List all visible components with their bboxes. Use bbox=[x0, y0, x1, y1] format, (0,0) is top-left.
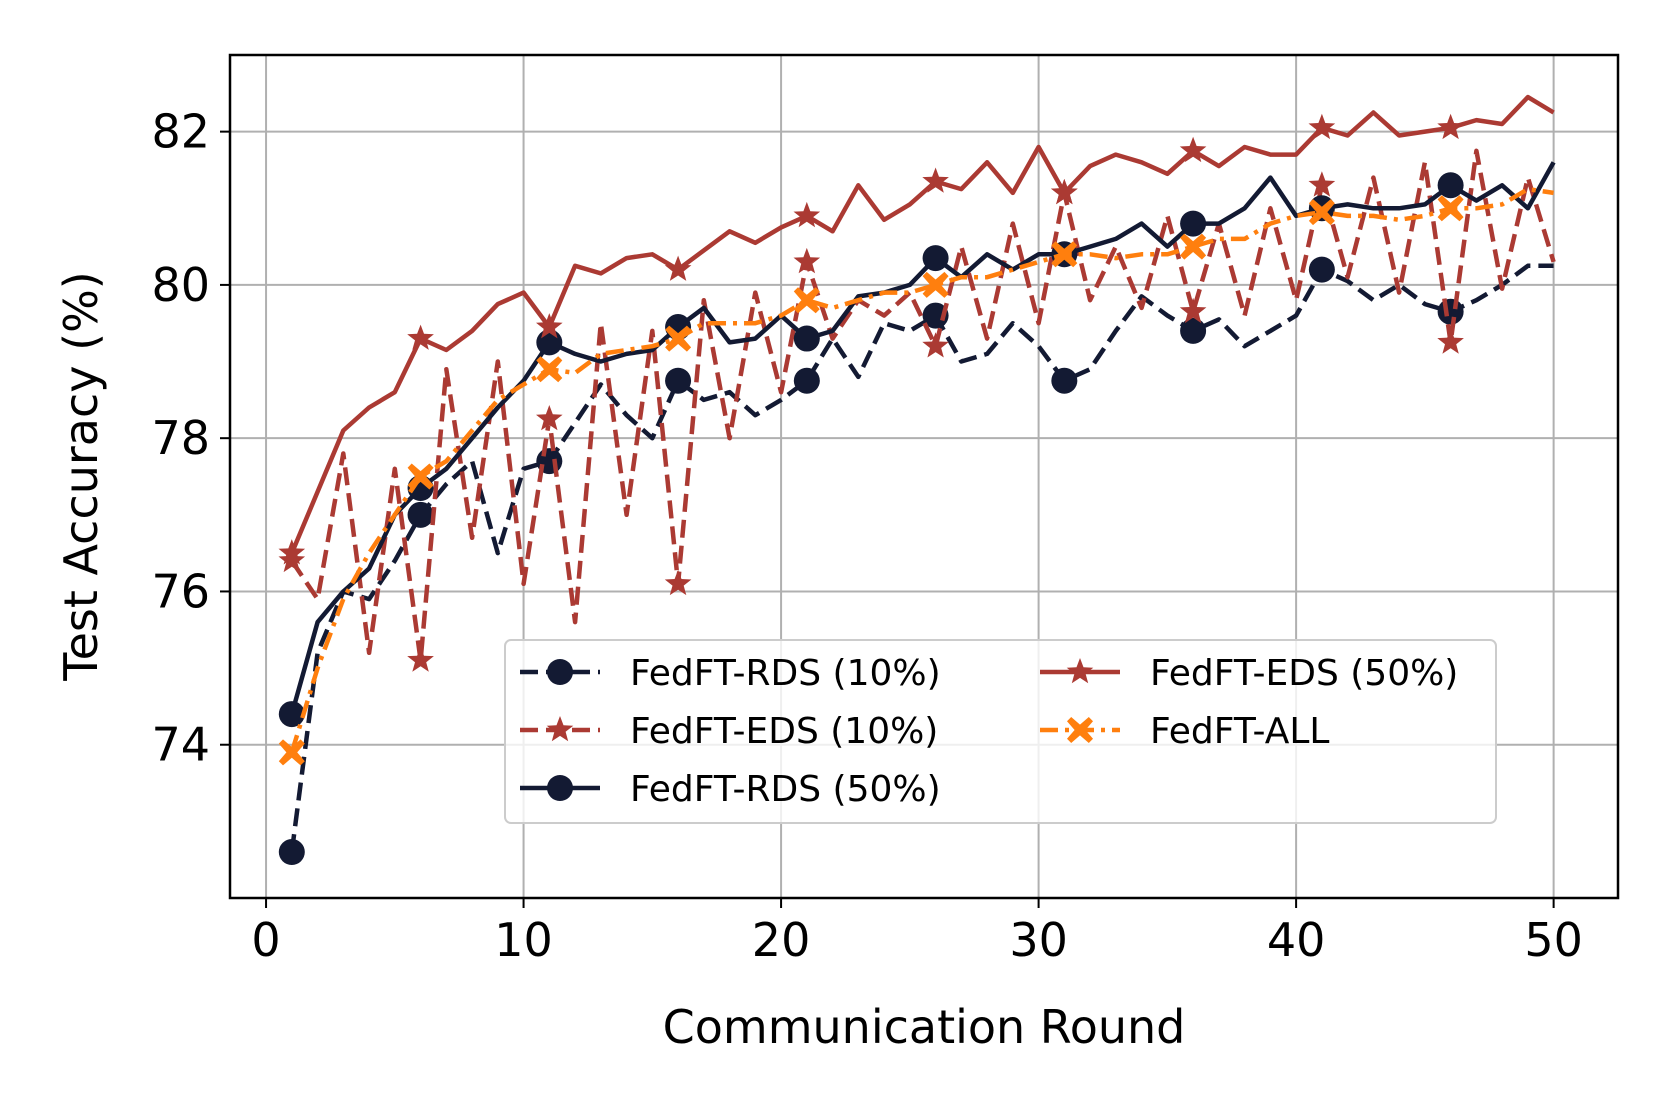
data-point bbox=[536, 405, 563, 431]
legend: FedFT-RDS (10%) FedFT-EDS (10%) FedFT-RDS … bbox=[504, 639, 1497, 824]
data-point bbox=[793, 325, 820, 352]
data-point bbox=[793, 367, 820, 394]
data-point bbox=[1180, 210, 1207, 237]
legend-item: FedFT-EDS (10%) bbox=[520, 711, 938, 752]
x-tick-label: 30 bbox=[1009, 913, 1068, 967]
series-fedft-all bbox=[278, 186, 1554, 766]
data-point bbox=[536, 356, 563, 383]
data-point bbox=[1180, 233, 1207, 260]
series-line bbox=[289, 161, 1556, 715]
data-point bbox=[665, 325, 692, 352]
data-point bbox=[1051, 178, 1078, 205]
data-point bbox=[1051, 241, 1078, 268]
legend-label: FedFT-EDS (10%) bbox=[630, 711, 938, 752]
data-point bbox=[1437, 172, 1464, 199]
legend-marker bbox=[1066, 658, 1094, 684]
data-point bbox=[278, 701, 305, 728]
series-fedft-rds-10 bbox=[278, 256, 1554, 866]
data-point bbox=[1437, 195, 1464, 222]
x-tick-label: 0 bbox=[251, 913, 280, 967]
legend-label: FedFT-EDS (50%) bbox=[1150, 653, 1458, 694]
legend-item: FedFT-ALL bbox=[1040, 711, 1329, 752]
legend-label: FedFT-RDS (10%) bbox=[630, 653, 941, 694]
plot-frame bbox=[228, 53, 1620, 900]
y-tick-label: 82 bbox=[151, 105, 210, 159]
legend-item: FedFT-EDS (50%) bbox=[1040, 653, 1458, 694]
data-point bbox=[1437, 113, 1464, 140]
grid bbox=[230, 55, 1618, 898]
x-tick-label: 50 bbox=[1524, 913, 1583, 967]
data-point bbox=[407, 324, 434, 350]
series-fedft-eds-50 bbox=[278, 94, 1555, 565]
data-point bbox=[922, 167, 949, 193]
y-tick-label: 74 bbox=[151, 718, 210, 772]
series-fedft-eds-10 bbox=[278, 148, 1556, 672]
data-point bbox=[1437, 298, 1464, 325]
data-point bbox=[1308, 256, 1335, 283]
x-axis-label: Communication Round bbox=[663, 1000, 1186, 1054]
data-point bbox=[278, 539, 306, 565]
data-point bbox=[278, 546, 306, 573]
data-point bbox=[664, 255, 692, 281]
data-point bbox=[407, 646, 434, 672]
legend-marker bbox=[1067, 717, 1093, 743]
data-point bbox=[1308, 171, 1336, 197]
data-point bbox=[536, 313, 563, 339]
legend-item: FedFT-RDS (10%) bbox=[520, 653, 941, 694]
y-axis-label: Test Accuracy (%) bbox=[54, 271, 108, 681]
series-line bbox=[289, 186, 1554, 754]
y-tick-label: 78 bbox=[151, 411, 210, 465]
data-point bbox=[1179, 297, 1207, 324]
data-point bbox=[1051, 367, 1078, 394]
data-point bbox=[922, 332, 949, 358]
data-point bbox=[278, 739, 305, 766]
data-point bbox=[407, 501, 434, 528]
data-point bbox=[922, 302, 949, 329]
data-point bbox=[1308, 113, 1336, 140]
series-line bbox=[289, 94, 1555, 554]
data-point bbox=[922, 245, 949, 272]
data-point bbox=[536, 329, 563, 356]
x-tick-label: 10 bbox=[494, 913, 553, 967]
data-point bbox=[664, 569, 692, 596]
data-point bbox=[1180, 317, 1207, 344]
data-point bbox=[1437, 328, 1464, 354]
legend-item: FedFT-RDS (50%) bbox=[520, 769, 941, 810]
axis-ticks: 0 10 20 30 40 50 74 76 78 80 82 bbox=[151, 105, 1582, 967]
data-point bbox=[407, 463, 434, 490]
data-point bbox=[922, 271, 949, 298]
data-point bbox=[1179, 136, 1207, 163]
x-tick-label: 20 bbox=[752, 913, 811, 967]
legend-box bbox=[504, 639, 1497, 824]
data-point bbox=[665, 367, 692, 394]
legend-marker bbox=[547, 775, 573, 801]
data-point bbox=[278, 839, 305, 866]
x-tick-label: 40 bbox=[1267, 913, 1326, 967]
y-tick-label: 80 bbox=[151, 258, 210, 312]
data-point bbox=[1308, 199, 1335, 226]
y-tick-label: 76 bbox=[151, 564, 210, 618]
legend-label: FedFT-RDS (50%) bbox=[630, 769, 941, 810]
series-line bbox=[289, 263, 1554, 853]
legend-label: FedFT-ALL bbox=[1150, 711, 1329, 752]
series-layer bbox=[278, 94, 1556, 866]
legend-marker bbox=[547, 659, 573, 685]
legend-marker bbox=[546, 716, 574, 742]
data-point bbox=[793, 287, 820, 314]
data-point bbox=[793, 201, 821, 228]
series-line bbox=[289, 148, 1556, 663]
data-point bbox=[793, 247, 821, 274]
